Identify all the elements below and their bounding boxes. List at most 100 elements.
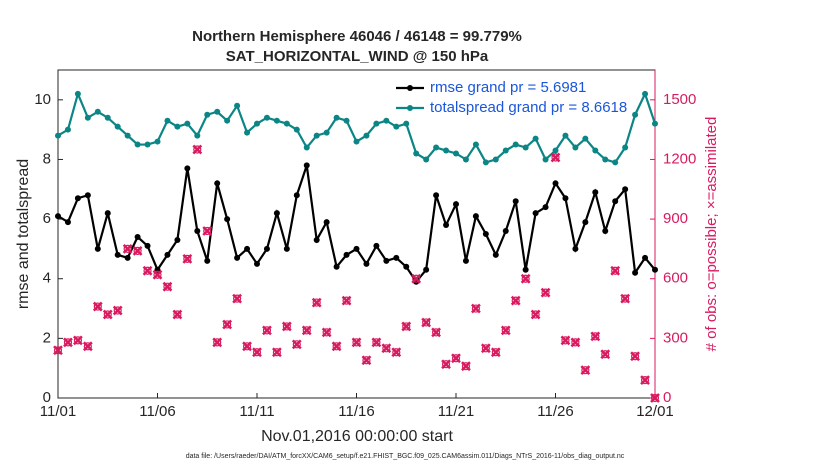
point (482, 159, 489, 166)
x-tick-label: 12/01 (636, 403, 674, 420)
possible-marker (441, 360, 451, 369)
chart-title: Northern Hemisphere 46046 / 46148 = 99.7… (192, 28, 522, 45)
possible-marker (561, 336, 570, 345)
assimilated-marker (351, 337, 362, 348)
point (502, 147, 509, 154)
possible-marker (621, 294, 630, 303)
point (333, 114, 340, 121)
point (164, 117, 171, 124)
point (184, 165, 191, 172)
x-tick-label: 11/01 (40, 403, 76, 420)
assimilated-marker (530, 309, 541, 320)
legend-label: rmse grand pr = 5.6981 (430, 79, 586, 96)
point (373, 120, 380, 127)
assimilated-marker (291, 339, 302, 350)
point (74, 90, 81, 97)
point (462, 156, 469, 163)
x-tick-label: 11/16 (338, 403, 374, 420)
possible-marker (213, 338, 222, 347)
point (303, 144, 310, 151)
point (403, 263, 410, 270)
point (174, 236, 181, 243)
point (144, 141, 151, 148)
y2-tick-label: 1500 (663, 91, 696, 108)
point (472, 213, 479, 220)
assimilated-marker (640, 375, 650, 385)
assimilated-marker (461, 361, 471, 372)
y-axis-label: rmse and totalspread (15, 159, 32, 309)
possible-marker (541, 288, 550, 297)
plot-area (57, 69, 656, 399)
possible-marker (461, 362, 471, 371)
y2-axis-label: # of obs: o=possible; ×=assimilated (703, 117, 720, 352)
point (124, 254, 131, 261)
point (642, 254, 649, 261)
assimilated-marker (590, 331, 601, 342)
point (602, 228, 609, 235)
possible-marker (233, 294, 242, 303)
point (134, 141, 141, 148)
possible-marker (302, 326, 311, 335)
point (55, 132, 61, 139)
point (632, 269, 639, 276)
point (373, 242, 380, 249)
possible-marker (153, 270, 162, 279)
point (542, 156, 549, 163)
point (562, 132, 569, 139)
point (622, 144, 629, 151)
point (234, 254, 241, 261)
assimilated-marker (112, 305, 123, 316)
point (413, 150, 420, 157)
possible-marker (601, 350, 610, 359)
point (94, 108, 101, 115)
point (462, 257, 469, 264)
footnote: data file: /Users/raeder/DAI/ATM_forcXX/… (186, 453, 625, 460)
assimilated-marker (550, 152, 561, 163)
point (433, 192, 440, 199)
point (552, 147, 559, 154)
point (293, 126, 300, 133)
point (254, 260, 260, 267)
assimilated-marker (560, 335, 571, 346)
series-3 (53, 144, 660, 403)
point (94, 245, 101, 252)
assimilated-marker (371, 337, 382, 348)
assimilated-marker (520, 273, 531, 284)
possible-marker (511, 296, 520, 305)
point (144, 242, 151, 249)
point (393, 123, 400, 130)
assimilated-marker (232, 293, 242, 304)
point (164, 251, 171, 258)
assimilated-marker (73, 335, 83, 346)
legend-marker (407, 85, 413, 91)
point (254, 120, 260, 127)
assimilated-marker (202, 226, 213, 236)
possible-marker (611, 266, 620, 275)
assimilated-marker (421, 317, 432, 328)
point (104, 210, 111, 217)
possible-marker (123, 244, 132, 254)
point (283, 120, 290, 127)
assimilated-marker (53, 345, 63, 356)
possible-marker (571, 338, 580, 347)
assimilated-marker (281, 321, 292, 332)
point (642, 90, 649, 97)
point (134, 233, 141, 240)
assimilated-marker (650, 393, 660, 403)
point (453, 150, 459, 157)
possible-marker (372, 338, 381, 347)
possible-marker (491, 348, 500, 357)
possible-marker (551, 153, 560, 162)
possible-marker (581, 366, 590, 375)
point (423, 266, 430, 273)
point (244, 129, 251, 136)
point (612, 198, 619, 205)
point (343, 117, 350, 124)
point (363, 132, 370, 139)
possible-marker (312, 298, 321, 307)
point (512, 198, 519, 205)
point (273, 210, 280, 217)
point (542, 204, 549, 211)
y-tick-label: 4 (43, 270, 51, 287)
x-tick-label: 11/21 (438, 403, 474, 420)
